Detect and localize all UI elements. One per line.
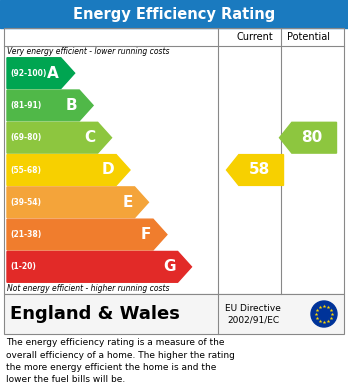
Text: A: A: [47, 66, 59, 81]
Bar: [4, 294, 344, 334]
Text: The energy efficiency rating is a measure of the
overall efficiency of a home. T: The energy efficiency rating is a measur…: [6, 338, 235, 384]
Text: F: F: [141, 227, 151, 242]
Text: Not energy efficient - higher running costs: Not energy efficient - higher running co…: [7, 284, 169, 293]
Text: (1-20): (1-20): [10, 262, 36, 271]
Text: B: B: [66, 98, 77, 113]
Text: C: C: [85, 130, 96, 145]
Polygon shape: [279, 122, 337, 153]
Text: Very energy efficient - lower running costs: Very energy efficient - lower running co…: [7, 47, 169, 56]
Text: (21-38): (21-38): [10, 230, 41, 239]
Polygon shape: [7, 219, 167, 250]
Text: (92-100): (92-100): [10, 69, 46, 78]
Text: (81-91): (81-91): [10, 101, 41, 110]
Text: England & Wales: England & Wales: [10, 305, 180, 323]
Text: Energy Efficiency Rating: Energy Efficiency Rating: [73, 7, 275, 22]
Text: 58: 58: [248, 163, 270, 178]
Text: EU Directive
2002/91/EC: EU Directive 2002/91/EC: [226, 303, 281, 325]
Bar: [0, 0, 348, 28]
Polygon shape: [7, 90, 93, 121]
Text: Potential: Potential: [286, 32, 330, 42]
Polygon shape: [7, 187, 149, 218]
Text: D: D: [102, 163, 114, 178]
Polygon shape: [7, 122, 112, 153]
Text: E: E: [122, 195, 133, 210]
Text: (55-68): (55-68): [10, 165, 41, 174]
Bar: [4, 28, 344, 294]
Polygon shape: [7, 251, 191, 282]
Text: 80: 80: [301, 130, 323, 145]
Polygon shape: [7, 58, 75, 88]
Polygon shape: [7, 154, 130, 185]
Text: (39-54): (39-54): [10, 198, 41, 207]
Circle shape: [311, 301, 337, 327]
Text: Current: Current: [237, 32, 274, 42]
Text: (69-80): (69-80): [10, 133, 41, 142]
Text: G: G: [163, 259, 176, 274]
Polygon shape: [227, 154, 284, 185]
